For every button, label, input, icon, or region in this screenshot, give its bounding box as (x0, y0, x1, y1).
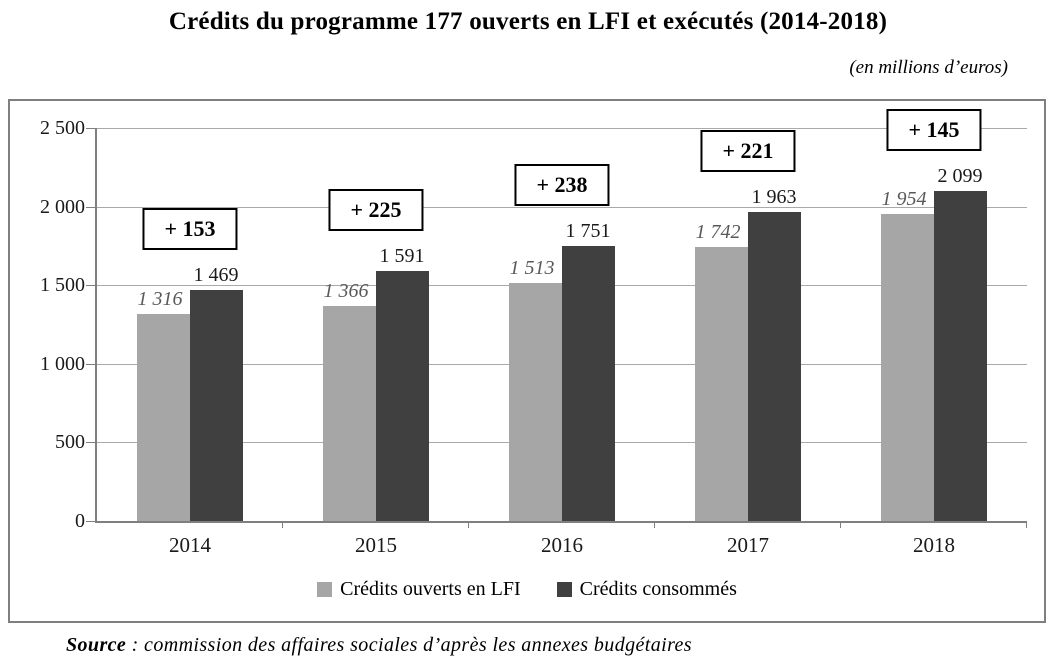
y-tick-label: 1 500 (40, 274, 85, 297)
bar-consommes-2015 (376, 270, 429, 521)
bar-lfi-2015 (323, 306, 376, 521)
legend-label-lfi: Crédits ouverts en LFI (340, 578, 521, 600)
x-axis-label-2015: 2015 (355, 533, 397, 557)
y-tick-label: 1 000 (40, 352, 85, 375)
y-tick-label: 2 000 (40, 195, 85, 218)
y-tick (86, 442, 95, 444)
y-tick (86, 128, 95, 129)
chart-subtitle: (en millions d’euros) (849, 57, 1008, 78)
bar-value-label-lfi: 1 513 (509, 257, 555, 280)
bar-consommes-2018 (934, 191, 987, 521)
bar-value-label-lfi: 1 954 (881, 187, 927, 210)
y-tick (86, 206, 95, 208)
y-tick (86, 521, 95, 522)
y-tick-label: 0 (75, 510, 85, 532)
bar-value-label-lfi: 1 742 (695, 221, 741, 244)
legend-swatch-consommes-icon (556, 582, 572, 597)
y-tick-label: 2 500 (40, 117, 85, 139)
bar-group-2016: 1 513 1 751 + 238 2016 (469, 128, 655, 557)
bar-value-label-consommes: 2 099 (937, 165, 983, 188)
difference-box-2017: + 221 (700, 130, 796, 173)
plot-area: 1 316 1 469 + 153 2014 1 366 1 591 + 225 2015 1 … (86, 109, 1027, 557)
x-tick (654, 521, 655, 528)
chart-title: Crédits du programme 177 ouverts en LFI … (168, 8, 888, 35)
bar-value-label-consommes: 1 469 (193, 264, 239, 287)
x-tick (840, 521, 841, 528)
source-note: Source : commission des affaires sociale… (66, 634, 692, 657)
bar-consommes-2016 (562, 245, 615, 521)
bar-value-label-consommes: 1 963 (751, 186, 797, 209)
x-axis-label-2017: 2017 (727, 533, 769, 557)
y-tick-label: 500 (55, 431, 85, 454)
gridline (97, 206, 1027, 208)
legend-item-consommes: Crédits consommés (556, 578, 737, 601)
x-axis-label-2014: 2014 (169, 533, 211, 557)
bar-value-label-consommes: 1 591 (379, 244, 425, 267)
x-axis-label-2016: 2016 (541, 533, 583, 557)
x-tick (468, 521, 469, 528)
source-text: : commission des affaires sociales d’apr… (126, 634, 692, 656)
bar-lfi-2014 (137, 314, 190, 521)
bar-group-2018: 1 954 2 099 + 145 2018 (841, 109, 1027, 557)
bar-group-2015: 1 366 1 591 + 225 2015 (283, 128, 469, 557)
difference-box-2018: + 145 (886, 109, 982, 152)
bar-groups: 1 316 1 469 + 153 2014 1 366 1 591 + 225 2015 1 … (97, 109, 1027, 557)
legend-item-lfi: Crédits ouverts en LFI (317, 578, 521, 601)
x-axis-label-2018: 2018 (913, 533, 955, 557)
bar-lfi-2016 (509, 283, 562, 521)
bar-value-label-consommes: 1 751 (565, 219, 611, 242)
bar-consommes-2017 (748, 212, 801, 521)
y-tick (86, 363, 95, 365)
bar-value-label-lfi: 1 316 (137, 288, 183, 311)
bar-consommes-2014 (190, 290, 243, 521)
legend-swatch-lfi-icon (317, 582, 333, 597)
y-tick (86, 285, 95, 287)
difference-box-2015: + 225 (328, 188, 424, 231)
chart-frame: 0 500 1 000 1 500 2 000 2 500 1 316 1 469 + 153… (8, 99, 1046, 623)
bar-group-2014: 1 316 1 469 + 153 2014 (97, 128, 283, 557)
source-label: Source (66, 634, 127, 656)
x-tick (1026, 521, 1027, 528)
difference-box-2014: + 153 (142, 208, 238, 251)
y-axis-labels: 0 500 1 000 1 500 2 000 2 500 (10, 118, 85, 531)
legend: Crédits ouverts en LFI Crédits consommés (10, 578, 1044, 601)
x-tick (282, 521, 283, 528)
legend-label-consommes: Crédits consommés (579, 578, 737, 600)
bar-lfi-2017 (695, 247, 748, 521)
bar-value-label-lfi: 1 366 (323, 280, 369, 303)
gridline (97, 128, 1027, 129)
difference-box-2016: + 238 (514, 163, 610, 206)
bar-group-2017: 1 742 1 963 + 221 2017 (655, 128, 841, 557)
bar-lfi-2018 (881, 213, 934, 521)
